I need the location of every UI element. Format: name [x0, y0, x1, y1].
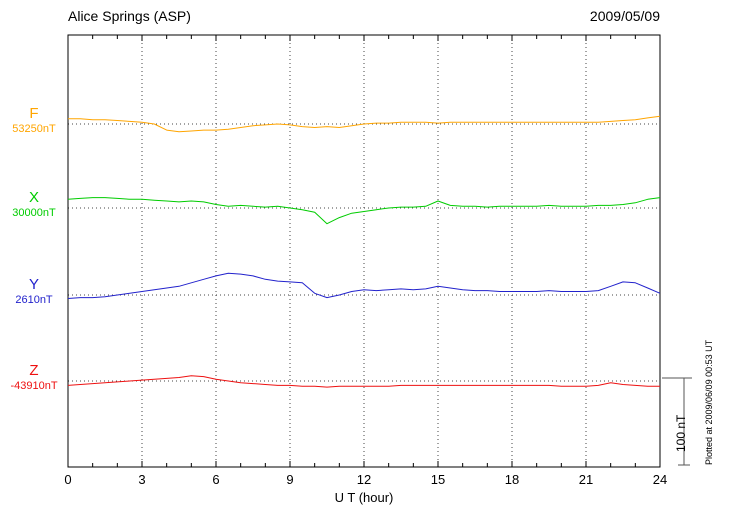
x-tick-label: 6 [212, 472, 219, 487]
station-title: Alice Springs (ASP) [68, 8, 191, 24]
channel-label-X: X 30000nT [4, 189, 64, 220]
channel-baseline-X: 30000nT [12, 207, 56, 219]
trace-Z [67, 375, 660, 388]
plotted-at-footnote: Plotted at 2009/06/09 00:53 UT [704, 339, 714, 465]
channel-letter-F: F [29, 105, 39, 122]
x-tick-label: 15 [431, 472, 445, 487]
channel-letter-Z: Z [29, 362, 39, 379]
x-tick-label: 0 [64, 472, 71, 487]
channel-baseline-Z: -43910nT [10, 380, 58, 392]
x-tick-label: 18 [505, 472, 519, 487]
channel-label-Z: Z -43910nT [4, 362, 64, 393]
channel-baseline-F: 53250nT [12, 123, 56, 135]
trace-Y [67, 272, 661, 299]
channel-baseline-Y: 2610nT [15, 294, 53, 306]
x-tick-label: 24 [653, 472, 667, 487]
x-tick-label: 3 [138, 472, 145, 487]
channel-letter-Y: Y [28, 276, 39, 293]
x-tick-label: 9 [286, 472, 293, 487]
x-tick-label: 21 [579, 472, 593, 487]
x-axis-title: U T (hour) [334, 490, 394, 505]
channel-label-Y: Y 2610nT [4, 276, 64, 307]
scalebar-label: 100 nT [674, 414, 688, 452]
channel-letter-X: X [28, 189, 39, 206]
x-tick-label: 12 [357, 472, 371, 487]
plot-date: 2009/05/09 [589, 8, 660, 24]
channel-label-F: F 53250nT [4, 105, 64, 136]
trace-F [68, 115, 661, 133]
trace-X [67, 197, 661, 225]
